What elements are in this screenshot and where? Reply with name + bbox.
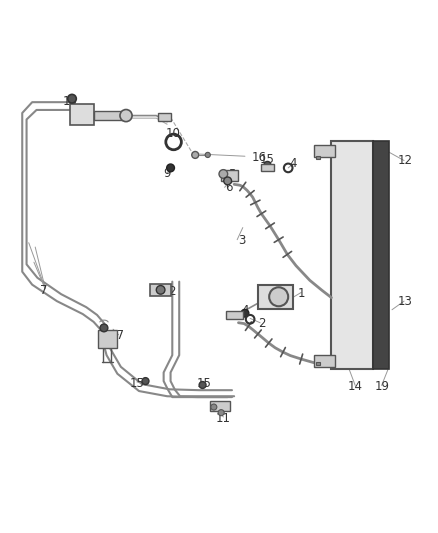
- Circle shape: [219, 169, 228, 178]
- Circle shape: [156, 286, 165, 294]
- Bar: [316, 156, 320, 159]
- Text: 13: 13: [398, 295, 413, 309]
- Circle shape: [224, 177, 232, 185]
- Text: 17: 17: [110, 329, 125, 342]
- Text: 3: 3: [238, 234, 246, 247]
- Text: 2: 2: [258, 317, 265, 330]
- Circle shape: [67, 94, 76, 103]
- Bar: [372, 141, 389, 369]
- Bar: [210, 401, 230, 411]
- Circle shape: [241, 309, 249, 317]
- Bar: [258, 285, 293, 309]
- Circle shape: [199, 382, 206, 389]
- Circle shape: [192, 151, 199, 158]
- Text: 15: 15: [129, 377, 144, 390]
- Circle shape: [211, 404, 217, 410]
- Circle shape: [264, 161, 271, 168]
- Bar: [94, 111, 125, 120]
- Bar: [261, 165, 274, 172]
- Bar: [221, 170, 238, 181]
- Circle shape: [100, 324, 108, 332]
- Text: 16: 16: [251, 151, 266, 164]
- Text: 2: 2: [168, 285, 175, 298]
- Text: 12: 12: [397, 154, 413, 167]
- Bar: [316, 361, 320, 365]
- Bar: [332, 141, 372, 369]
- Text: 4: 4: [290, 157, 297, 170]
- Bar: [314, 144, 335, 157]
- Bar: [70, 104, 94, 125]
- Text: 19: 19: [375, 380, 390, 393]
- Text: 5: 5: [228, 168, 235, 181]
- Text: 4: 4: [241, 304, 249, 317]
- Circle shape: [142, 378, 149, 384]
- Text: 9: 9: [163, 167, 171, 180]
- Text: 15: 15: [62, 95, 77, 108]
- Circle shape: [269, 287, 288, 306]
- Text: 7: 7: [40, 284, 48, 297]
- Text: 6: 6: [226, 181, 233, 195]
- Text: 10: 10: [166, 127, 181, 140]
- Text: 15: 15: [196, 377, 211, 390]
- Bar: [98, 329, 117, 348]
- Text: 14: 14: [348, 380, 363, 393]
- Text: 11: 11: [216, 412, 231, 425]
- Bar: [159, 114, 170, 121]
- Text: 15: 15: [260, 153, 275, 166]
- Circle shape: [218, 410, 224, 416]
- Circle shape: [120, 109, 132, 122]
- Bar: [226, 311, 243, 319]
- Circle shape: [167, 164, 174, 172]
- Text: 1: 1: [297, 287, 305, 300]
- Bar: [314, 355, 335, 367]
- Circle shape: [205, 152, 210, 158]
- Bar: [150, 284, 170, 296]
